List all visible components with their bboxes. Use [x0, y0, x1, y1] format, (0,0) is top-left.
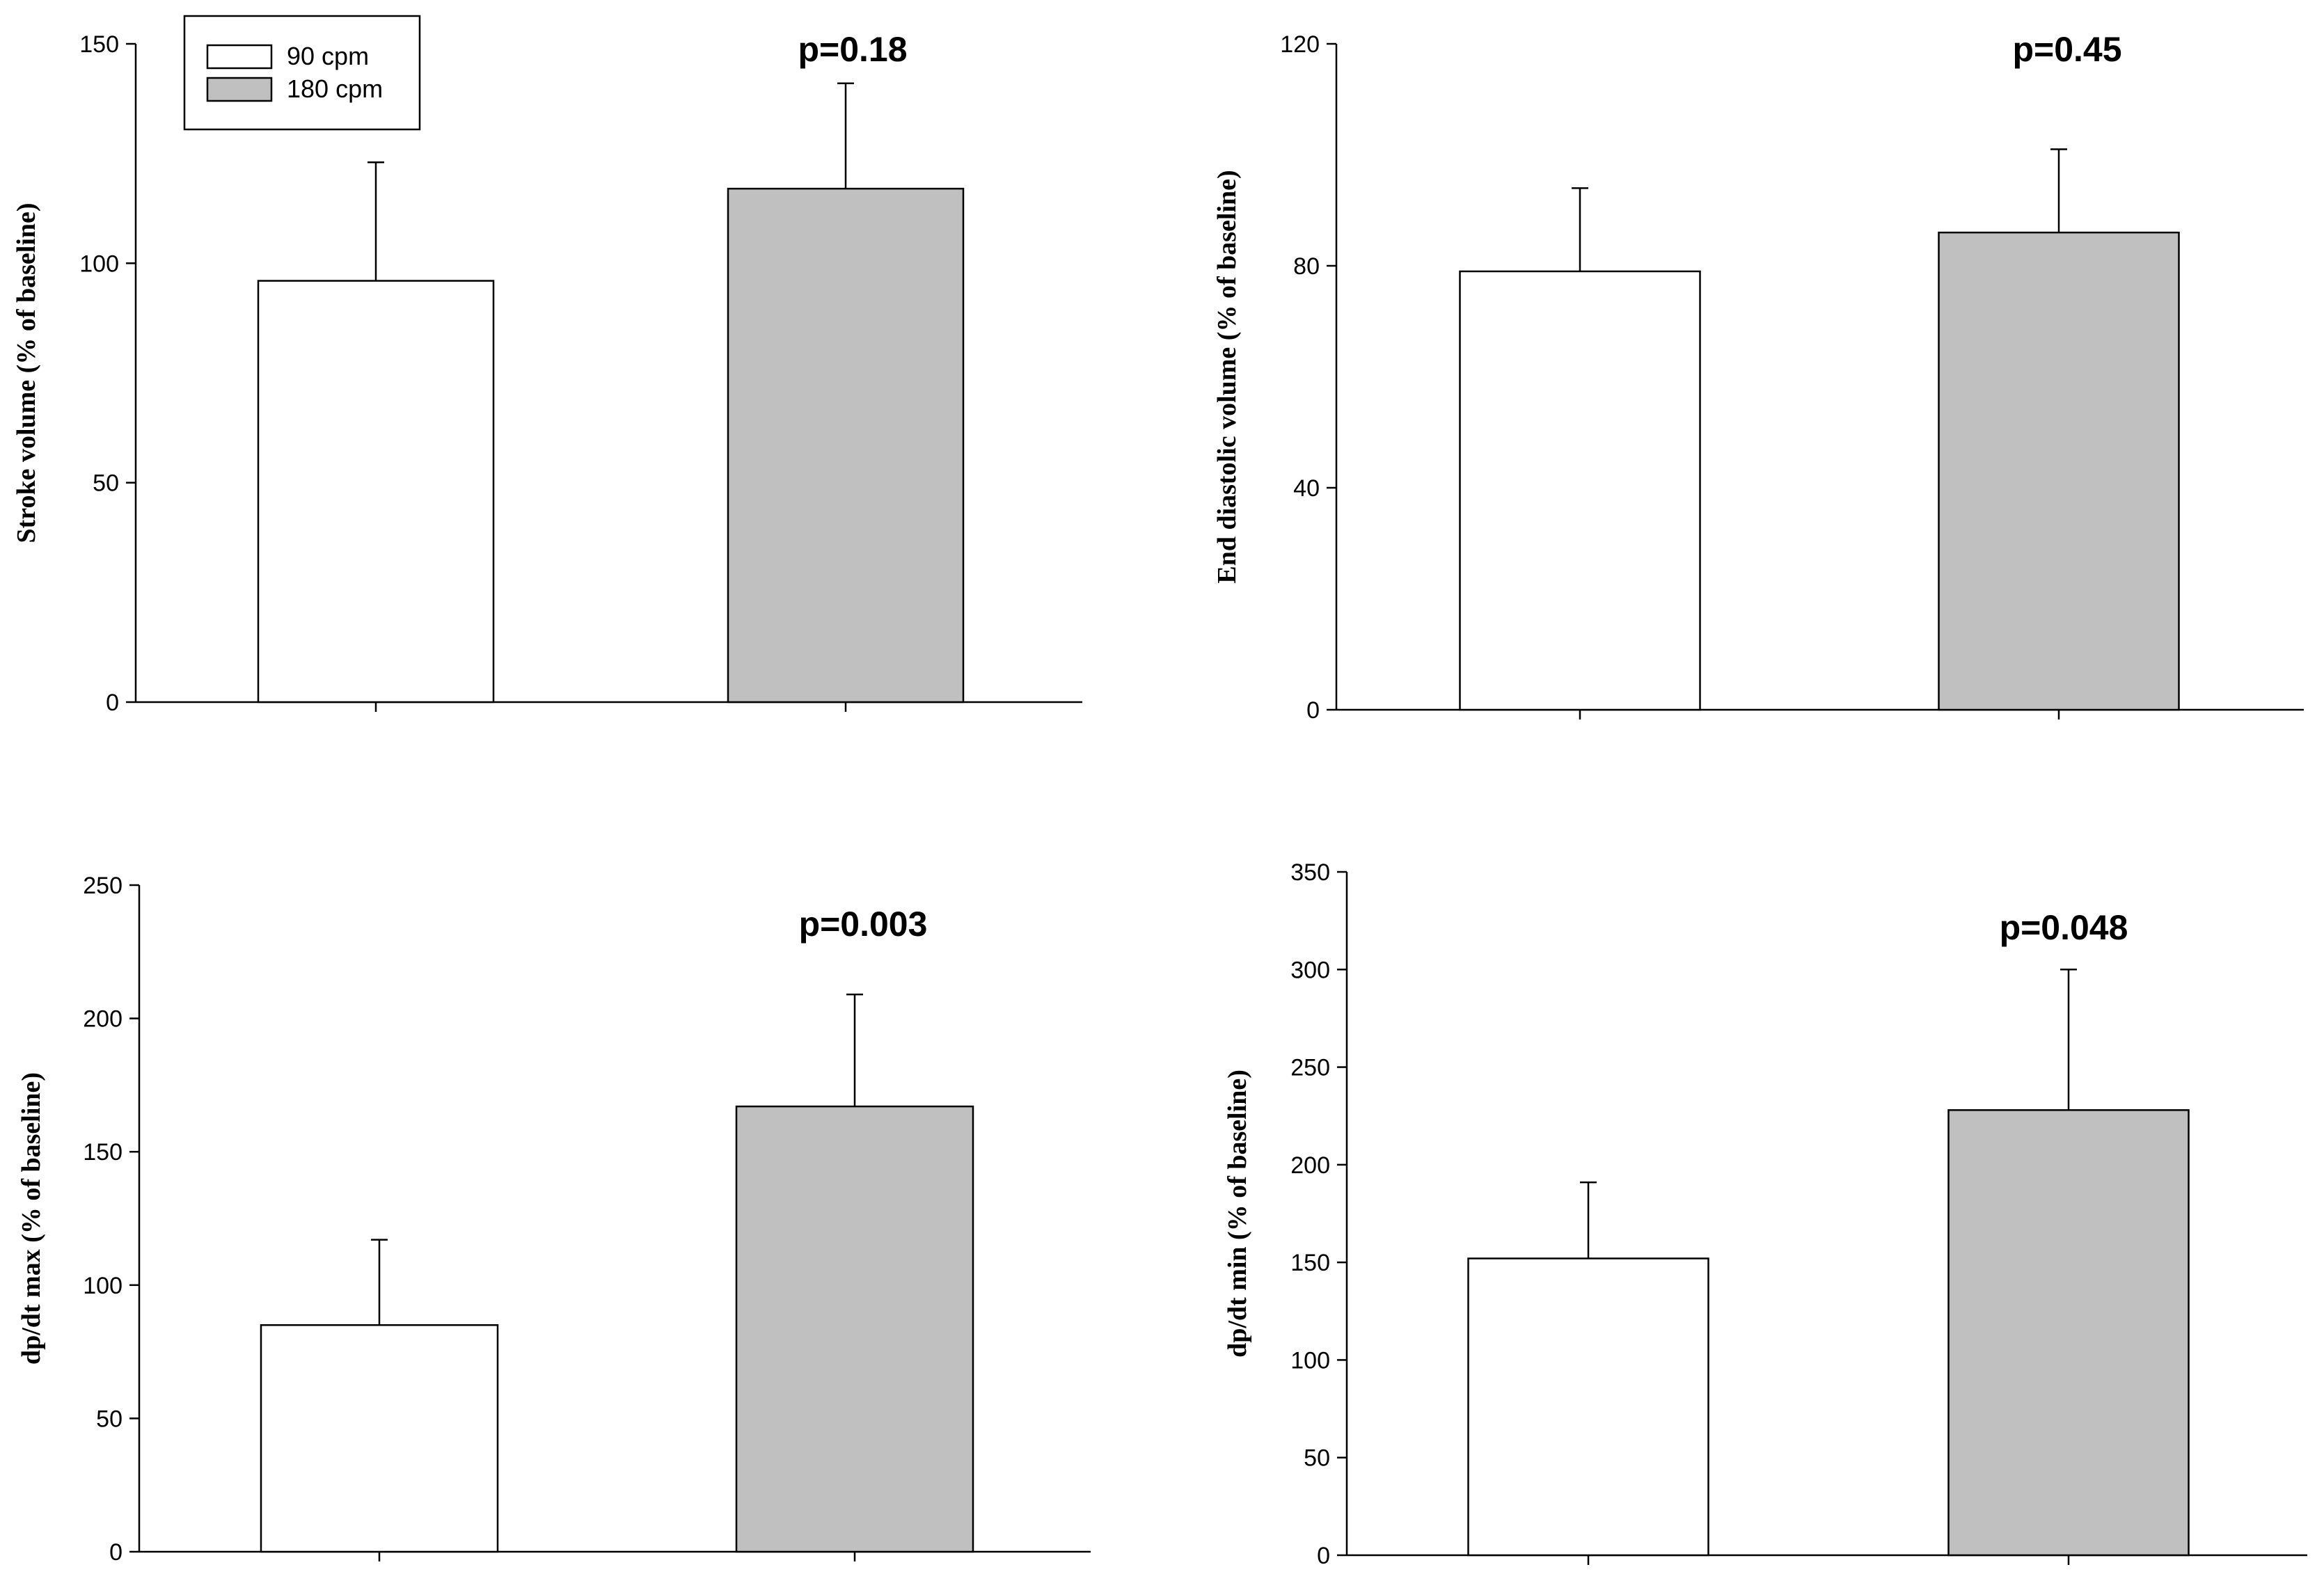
y-tick-label: 0 — [109, 1539, 122, 1566]
chart-dpdt-max: 0 50 100 150 200 250 p=0.003 dp/dt max (% of ba… — [17, 873, 1091, 1566]
y-tick-label: 0 — [1306, 697, 1320, 724]
y-axis-label: End diastolic volume (% of baseline) — [1212, 170, 1242, 583]
legend-swatch — [206, 44, 273, 70]
y-tick-label: 300 — [1290, 957, 1330, 983]
y-tick-label: 100 — [83, 1273, 122, 1299]
p-value-label: p=0.18 — [798, 30, 907, 69]
y-tick-label: 50 — [96, 1406, 122, 1432]
legend-label: 180 cpm — [287, 74, 383, 103]
bar — [1467, 1257, 1709, 1557]
bar — [727, 187, 965, 703]
chart-dpdt-min: 0 50 100 150 200 250 300 350 p=0.048 dp/dt min (%… — [1223, 859, 2307, 1569]
bar — [735, 1105, 974, 1553]
y-tick-label: 150 — [1290, 1250, 1330, 1276]
legend: 90 cpm 180 cpm — [183, 15, 421, 131]
y-tick-label: 250 — [83, 873, 122, 899]
y-tick-label: 40 — [1293, 475, 1320, 502]
y-tick-label: 350 — [1290, 859, 1330, 886]
chart-end-diastolic-volume: 0 40 80 120 p=0.45 End diastolic volume (% of… — [1212, 30, 2304, 724]
y-axis-label: dp/dt min (% of baseline) — [1223, 1070, 1252, 1358]
legend-swatch — [206, 77, 273, 102]
y-tick-label: 50 — [1304, 1445, 1330, 1472]
y-tick-label: 100 — [1290, 1347, 1330, 1374]
bar — [1947, 1109, 2190, 1557]
bar — [260, 1324, 499, 1553]
legend-box — [183, 15, 421, 131]
bar — [1938, 231, 2180, 711]
legend-label: 90 cpm — [287, 42, 369, 70]
y-axis-label: Stroke volume (% of baseline) — [12, 202, 41, 543]
bar — [257, 280, 495, 703]
chart-stroke-volume: 0 50 100 150 p=0.18 Stroke volume (% of basel… — [12, 30, 1082, 716]
y-tick-label: 50 — [93, 470, 119, 497]
y-tick-label: 200 — [83, 1006, 122, 1033]
y-axis-label: dp/dt max (% of baseline) — [17, 1072, 46, 1365]
y-tick-label: 150 — [83, 1139, 122, 1166]
y-tick-label: 120 — [1280, 31, 1320, 58]
p-value-label: p=0.048 — [2000, 908, 2128, 947]
y-tick-label: 0 — [106, 690, 119, 716]
y-tick-label: 150 — [79, 31, 119, 58]
p-value-label: p=0.45 — [2012, 30, 2121, 69]
y-tick-label: 100 — [79, 251, 119, 277]
p-value-label: p=0.003 — [799, 905, 928, 944]
bar — [1459, 270, 1701, 711]
y-tick-label: 200 — [1290, 1152, 1330, 1179]
y-tick-label: 250 — [1290, 1055, 1330, 1081]
y-tick-label: 80 — [1293, 253, 1320, 280]
y-tick-label: 0 — [1317, 1543, 1330, 1569]
